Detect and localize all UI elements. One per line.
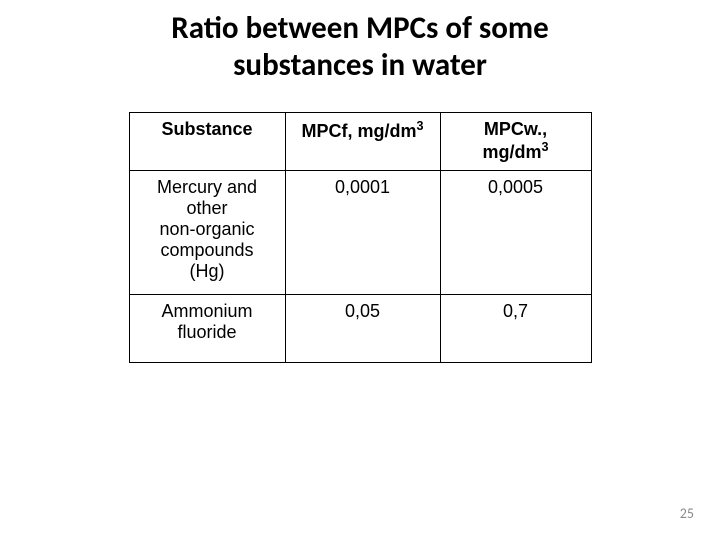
header-mpcf-text: MPCf, mg/dm bbox=[301, 121, 416, 141]
col-header-mpcf: MPCf, mg/dm3 bbox=[285, 113, 440, 171]
cell-substance: Mercury and other non-organic compounds … bbox=[129, 171, 285, 295]
substance-line: compounds bbox=[160, 240, 253, 260]
cell-mpcf: 0,0001 bbox=[285, 171, 440, 295]
header-mpcw-sup: 3 bbox=[542, 140, 549, 154]
substance-line: fluoride bbox=[177, 322, 236, 342]
table-row: Mercury and other non-organic compounds … bbox=[129, 171, 591, 295]
mpc-table: Substance MPCf, mg/dm3 MPCw., mg/dm3 Mer… bbox=[129, 112, 592, 363]
header-substance-text: Substance bbox=[161, 119, 252, 139]
cell-mpcf: 0,05 bbox=[285, 295, 440, 363]
cell-mpcw: 0,7 bbox=[440, 295, 591, 363]
cell-substance: Ammonium fluoride bbox=[129, 295, 285, 363]
substance-line: other bbox=[186, 198, 227, 218]
col-header-mpcw: MPCw., mg/dm3 bbox=[440, 113, 591, 171]
table-container: Substance MPCf, mg/dm3 MPCw., mg/dm3 Mer… bbox=[0, 112, 720, 363]
title-line-2: substances in water bbox=[233, 46, 487, 84]
substance-line: Ammonium bbox=[161, 301, 252, 321]
title-line-1: Ratio between MPCs of some bbox=[171, 9, 549, 47]
page-title: Ratio between MPCs of some substances in… bbox=[0, 0, 720, 84]
table-row: Ammonium fluoride 0,05 0,7 bbox=[129, 295, 591, 363]
page-number: 25 bbox=[680, 505, 694, 522]
table-header-row: Substance MPCf, mg/dm3 MPCw., mg/dm3 bbox=[129, 113, 591, 171]
substance-line: non-organic bbox=[159, 219, 254, 239]
header-mpcf-sup: 3 bbox=[416, 119, 423, 133]
substance-line: Mercury and bbox=[157, 177, 257, 197]
header-mpcw-text: MPCw., mg/dm bbox=[482, 119, 547, 162]
substance-line: (Hg) bbox=[190, 261, 225, 281]
col-header-substance: Substance bbox=[129, 113, 285, 171]
cell-mpcw: 0,0005 bbox=[440, 171, 591, 295]
